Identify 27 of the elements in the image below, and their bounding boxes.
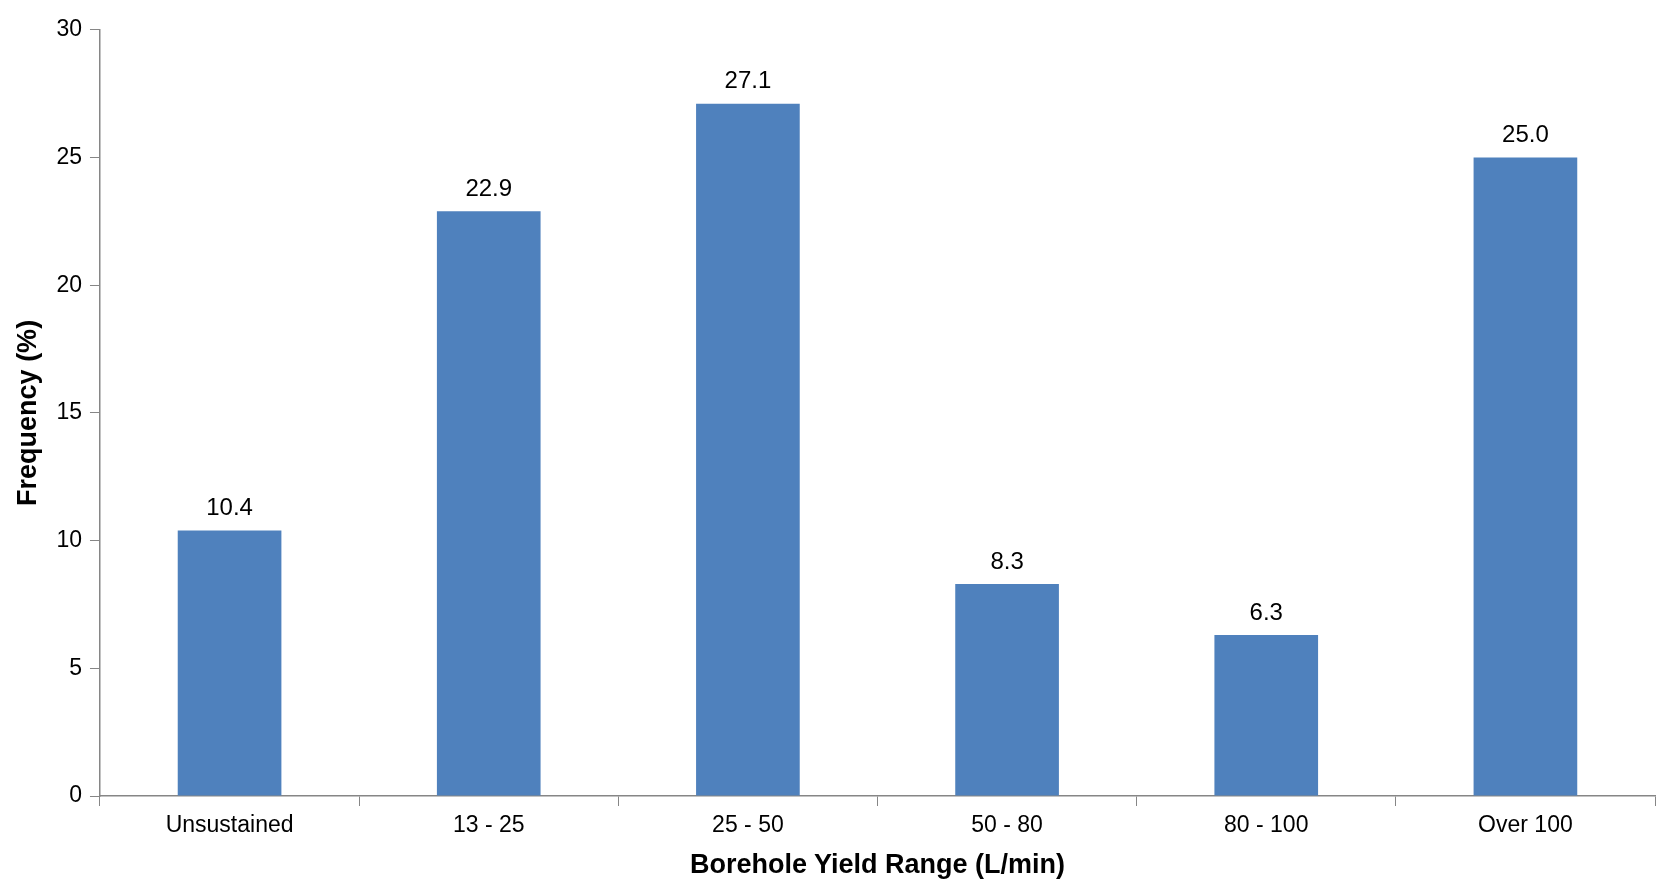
bar (436, 211, 541, 796)
y-axis-title: Frequency (%) (11, 319, 42, 506)
x-tick-label: 25 - 50 (712, 811, 784, 838)
x-tick-label: 50 - 80 (971, 811, 1043, 838)
y-tick-label: 25 (56, 142, 82, 169)
x-axis-title: Borehole Yield Range (L/min) (689, 849, 1066, 880)
bar (1214, 635, 1319, 796)
data-label: 27.1 (724, 66, 772, 94)
x-tick-label: 80 - 100 (1224, 811, 1309, 838)
bar (696, 103, 800, 796)
bar (1473, 157, 1578, 796)
y-tick-label: 5 (69, 653, 82, 680)
x-tick-label: 13 - 25 (452, 811, 525, 838)
y-tick-label: 15 (56, 398, 82, 425)
data-label: 8.3 (990, 546, 1024, 574)
data-label: 25.0 (1502, 120, 1549, 148)
y-tick-label: 10 (56, 525, 82, 552)
x-tick-label: Unsustained (165, 811, 294, 838)
y-tick-label: 30 (56, 15, 82, 42)
data-label: 6.3 (1249, 597, 1283, 625)
y-tick-label: 20 (56, 270, 82, 297)
bar (955, 584, 1059, 796)
data-label: 10.4 (206, 493, 253, 521)
x-tick-label: Over 100 (1478, 811, 1573, 838)
y-tick-label: 0 (69, 781, 82, 808)
data-label: 22.9 (465, 173, 513, 201)
bar (177, 530, 282, 796)
